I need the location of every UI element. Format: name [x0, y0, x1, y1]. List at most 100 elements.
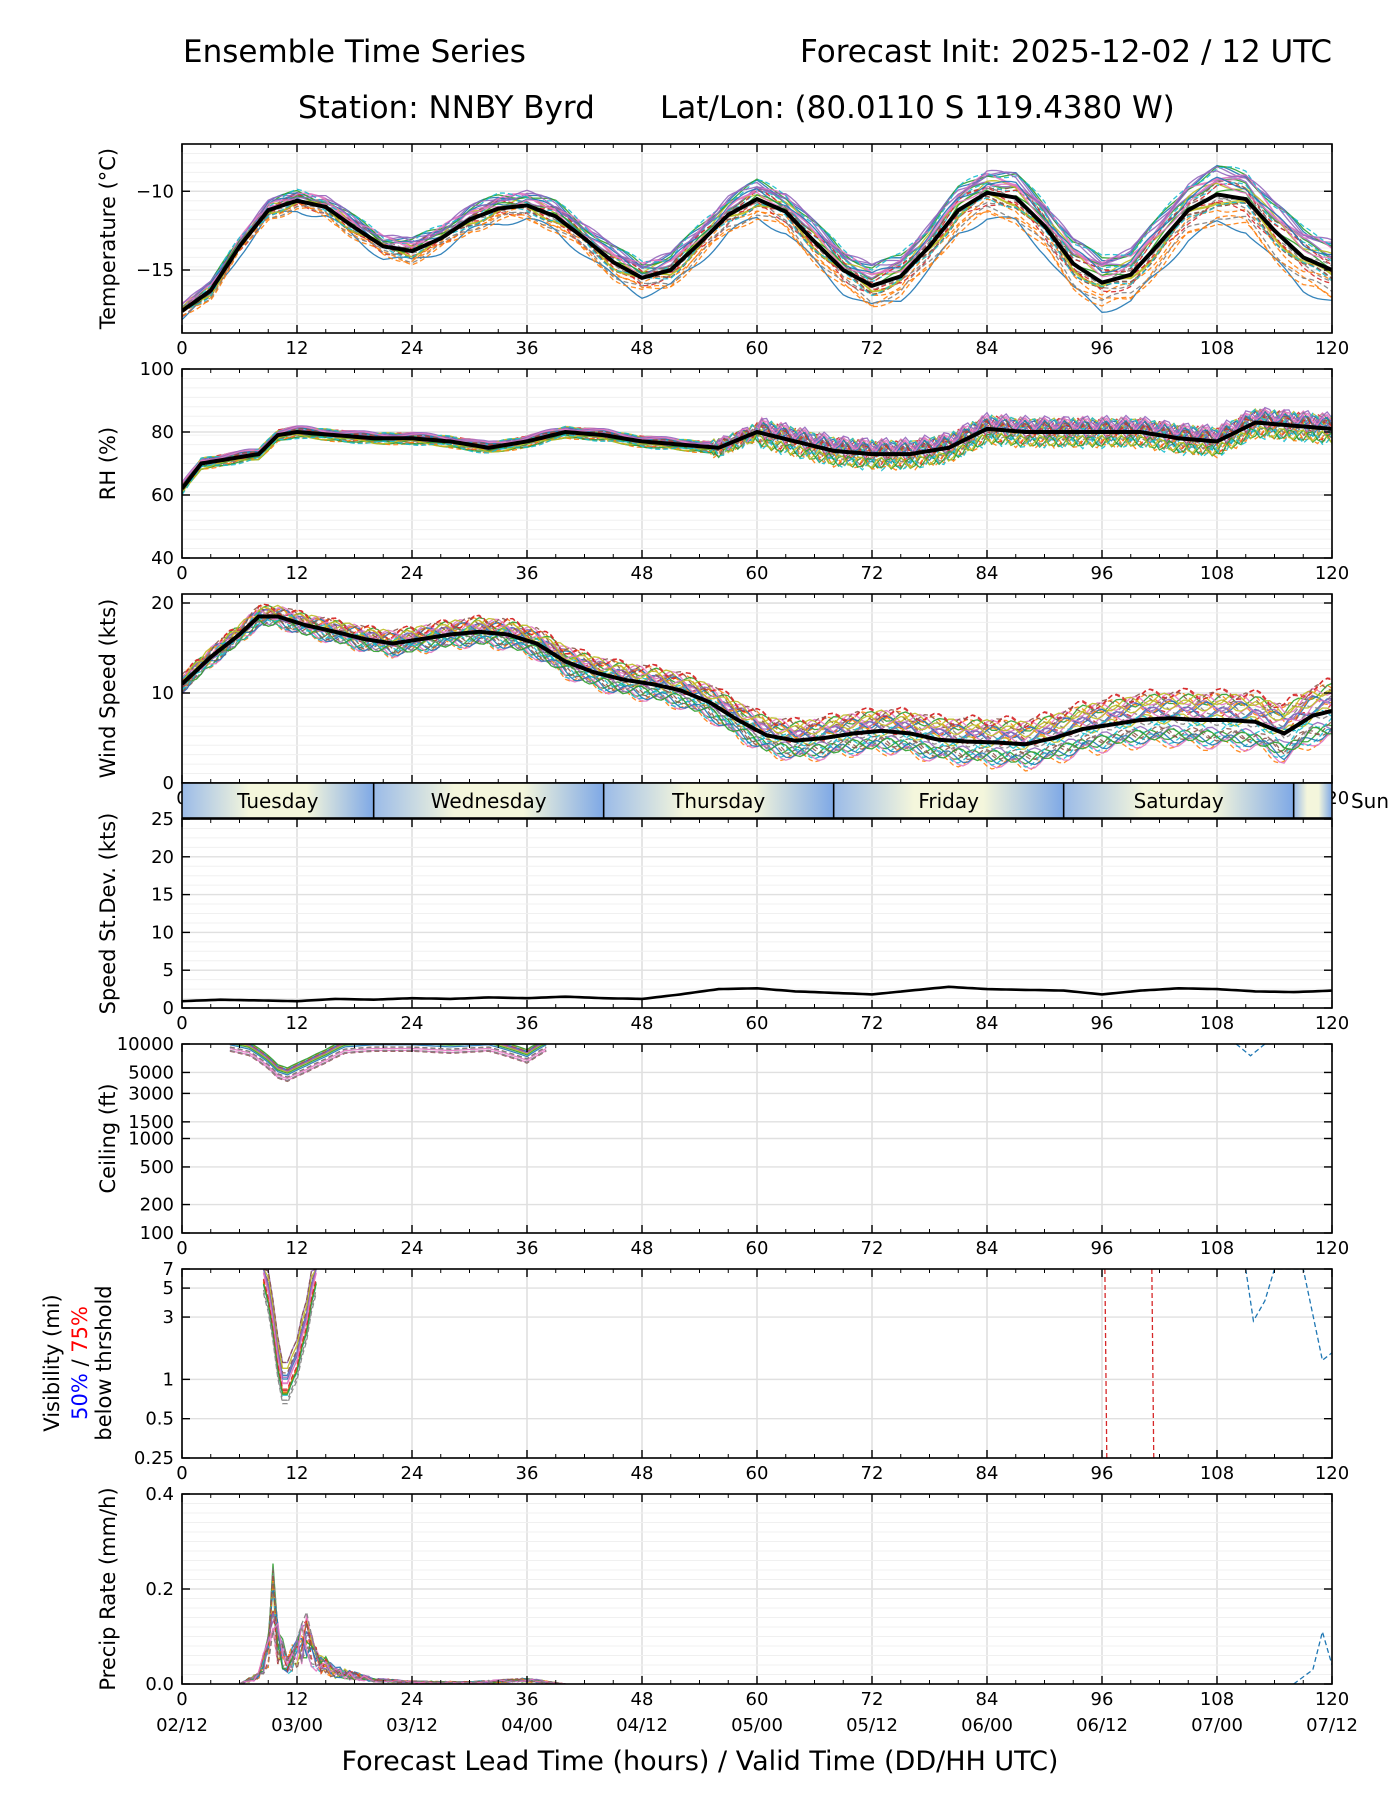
- y-axis-label: Wind Speed (kts): [96, 599, 120, 779]
- member-line: [182, 605, 1332, 731]
- member-line: [182, 615, 1332, 766]
- y-tick-label: 0.0: [145, 1674, 174, 1695]
- member-line: [229, 1044, 547, 1072]
- member-line: [229, 1049, 547, 1082]
- y-tick-label: 3: [163, 1307, 174, 1328]
- member-line: [1293, 1629, 1332, 1684]
- day-label: Wednesday: [431, 789, 547, 813]
- member-line: [182, 612, 1332, 756]
- y-tick-label: 0: [163, 998, 174, 1019]
- member-line: [262, 1293, 317, 1405]
- x-tick-label: 108: [1200, 1013, 1234, 1034]
- x-tick-label: 84: [976, 1463, 999, 1484]
- member-line: [239, 1609, 566, 1684]
- member-line: [229, 1044, 547, 1073]
- panel-rh: 0 12 24 36 48 60 72 84 96 108 120 40 60 80 100 RH (%): [96, 359, 1349, 584]
- x-tick-label: 84: [976, 1013, 999, 1034]
- day-segment: [182, 783, 374, 818]
- member-line: [182, 207, 1332, 313]
- member-line: [229, 1044, 547, 1076]
- y-axis-label: Precip Rate (mm/h): [96, 1487, 120, 1690]
- y-tick-label: 1500: [128, 1112, 174, 1133]
- member-line: [1235, 1044, 1266, 1057]
- x-tick-label: 0: [176, 1689, 187, 1710]
- ensemble-mean-line: [182, 614, 1332, 747]
- x-tick-label: 24: [401, 1463, 424, 1484]
- x-tick-label: 72: [861, 1689, 884, 1710]
- member-line: [229, 1044, 547, 1071]
- day-segment: [1063, 783, 1294, 818]
- x-tick-label: 120: [1315, 338, 1349, 359]
- day-band-frame: [181, 782, 1333, 819]
- valid-time-label: 06/00: [961, 1715, 1013, 1736]
- y-tick-label: 20: [151, 593, 174, 614]
- panel-temperature: 0 12 24 36 48 60 72 84 96 108 120 −10 −15 Temperature…: [96, 143, 1349, 359]
- x-tick-label: 48: [631, 1463, 654, 1484]
- y-tick-label: 0.4: [145, 1484, 174, 1505]
- x-tick-label: 108: [1200, 338, 1234, 359]
- x-tick-label: 60: [746, 1013, 769, 1034]
- member-line: [182, 607, 1332, 740]
- y-tick-label: 1: [163, 1369, 174, 1390]
- members: [229, 1044, 1266, 1083]
- x-tick-label: 84: [976, 563, 999, 584]
- y-tick-label: 7: [163, 1259, 174, 1280]
- x-tick-label: 48: [631, 563, 654, 584]
- member-line: [182, 166, 1332, 308]
- x-tick-label: 0: [176, 563, 187, 584]
- day-segment: [373, 783, 604, 818]
- x-tick-label: 108: [1200, 1238, 1234, 1259]
- y-tick-label: 5: [163, 960, 174, 981]
- x-tick-label: 24: [401, 338, 424, 359]
- member-line: [1245, 1269, 1332, 1362]
- member-line: [262, 1278, 317, 1390]
- x-tick-label: 60: [746, 1689, 769, 1710]
- member-line: [182, 609, 1332, 746]
- member-line: [229, 1044, 547, 1069]
- visibility-ylabel-line3: below thrshold: [92, 1285, 116, 1440]
- y-tick-label: 15: [151, 885, 174, 906]
- member-line: [262, 1269, 317, 1378]
- day-segment: [833, 783, 1064, 818]
- member-line: [182, 165, 1332, 310]
- y-tick-label: 40: [151, 548, 174, 569]
- member-line: [182, 608, 1332, 744]
- member-line: [182, 205, 1332, 312]
- x-tick-label: 36: [516, 338, 539, 359]
- y-tick-label: 10: [151, 683, 174, 704]
- y-tick-label: 100: [140, 1223, 174, 1244]
- y-tick-label: 10: [151, 922, 174, 943]
- x-tick-label: 36: [516, 1689, 539, 1710]
- x-tick-label: 36: [516, 1238, 539, 1259]
- x-tick-label: 24: [401, 1238, 424, 1259]
- x-tick-label: 84: [976, 1689, 999, 1710]
- member-line: [239, 1570, 566, 1684]
- ensemble-mean-line: [182, 985, 1332, 1003]
- x-tick-label: 72: [861, 1013, 884, 1034]
- visibility-ylabel-line2: 50% / 75%: [68, 1306, 92, 1420]
- x-tick-label: 0: [176, 1463, 187, 1484]
- y-tick-label: 5: [163, 1278, 174, 1299]
- day-label: Saturday: [1134, 789, 1224, 813]
- x-tick-label: 36: [516, 1013, 539, 1034]
- member-line: [262, 1269, 317, 1369]
- x-tick-label: 12: [286, 1689, 309, 1710]
- y-tick-label: 20: [151, 847, 174, 868]
- x-tick-label: 96: [1091, 338, 1114, 359]
- x-tick-label: 108: [1200, 1689, 1234, 1710]
- valid-time-label: 03/00: [271, 1715, 323, 1736]
- station-name: Station: NNBY Byrd: [298, 90, 595, 126]
- y-tick-label: 60: [151, 485, 174, 506]
- member-line: [182, 169, 1332, 306]
- x-tick-label: 108: [1200, 563, 1234, 584]
- x-tick-label: 36: [516, 1463, 539, 1484]
- panel-speed-st-dev-: 0 12 24 36 48 60 72 84 96 108 120 0 5 10 15 20 25 Speed S…: [96, 809, 1349, 1034]
- x-tick-label: 12: [286, 338, 309, 359]
- valid-time-label: 05/00: [731, 1715, 783, 1736]
- x-tick-label: 24: [401, 1689, 424, 1710]
- x-tick-label: 96: [1091, 1689, 1114, 1710]
- x-tick-label: 120: [1315, 1463, 1349, 1484]
- x-axis-label: Forecast Lead Time (hours) / Valid Time …: [342, 1746, 1059, 1777]
- day-band: Tuesday Wednesday Thursday Friday Saturday Su…: [181, 782, 1389, 819]
- y-tick-label: 0.2: [145, 1579, 174, 1600]
